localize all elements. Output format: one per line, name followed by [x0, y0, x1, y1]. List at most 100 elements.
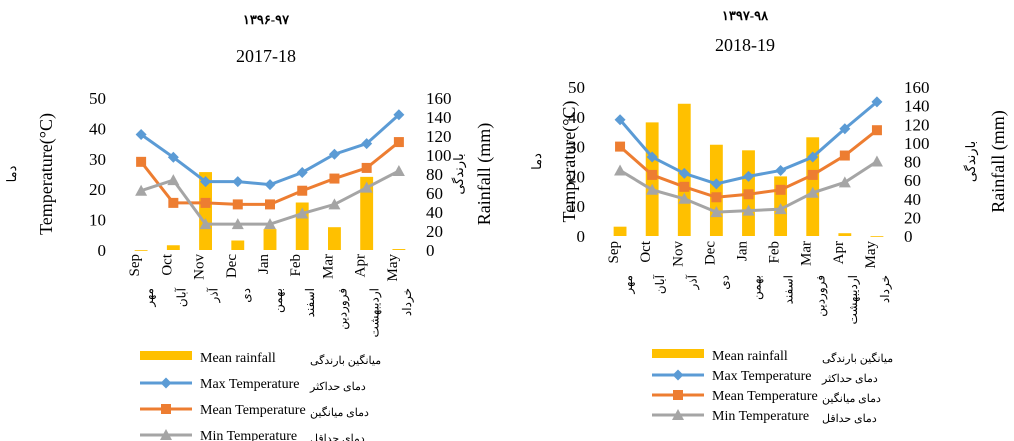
mean-temperature-point	[361, 162, 372, 173]
mean-temperature-point	[265, 199, 275, 210]
legend-label-persian: دمای حداقل	[822, 413, 877, 425]
x-tick-label-persian: اردیبهشت	[368, 288, 382, 337]
x-tick-label-persian: آذر	[684, 274, 699, 290]
x-tick-label: Oct	[638, 240, 654, 262]
legend-label: Min Temperature	[200, 429, 297, 441]
mean-temperature-point	[168, 197, 179, 208]
chart-title: 2017-18	[236, 46, 296, 66]
min-temperature-point	[167, 174, 180, 186]
y-right-tick-label: 80	[904, 153, 921, 172]
x-tick-label-en: Nov	[192, 254, 208, 280]
y-left-label-persian: دما	[4, 165, 19, 182]
legend-label-persian: دمای حداکثر	[309, 381, 366, 393]
y-right-label: Rainfall (mm)	[474, 123, 495, 225]
y-left-tick-label: 40	[568, 108, 585, 127]
legend-min-marker	[672, 409, 684, 420]
y-right-tick-label: 160	[426, 89, 452, 108]
min-temperature-point	[135, 184, 148, 196]
max-temperature-point	[200, 176, 212, 188]
legend-label-persian: میانگین بارندگی	[310, 354, 381, 367]
x-tick-label: Mar	[799, 241, 815, 266]
x-tick-label-persian: فروردین	[335, 288, 349, 330]
x-tick-label-persian: خرداد	[400, 288, 414, 316]
y-left-tick-label: 30	[89, 150, 106, 169]
y-left-label-persian: دما	[529, 153, 544, 170]
x-tick-label-en: Apr	[353, 254, 369, 277]
y-right-tick-label: 140	[426, 108, 452, 127]
y-left-tick-label: 50	[568, 78, 585, 97]
min-temperature-point	[614, 164, 627, 176]
x-tick-label: Sep	[606, 241, 622, 264]
rainfall-bar	[870, 236, 884, 237]
rainfall-bar	[838, 233, 852, 236]
legend-label-persian: دمای حداکثر	[821, 373, 878, 385]
rainfall-bar	[199, 172, 212, 250]
x-tick-label-persian: بهمن	[750, 275, 764, 300]
x-tick-label: Jan	[256, 254, 272, 274]
legend-rainfall-swatch	[140, 351, 192, 360]
legend-label: Mean Temperature	[200, 403, 306, 418]
y-left-label: Temperature(°C)	[36, 113, 57, 235]
max-temperature-point	[775, 164, 787, 176]
legend-label: Min Temperature	[712, 409, 809, 424]
max-temperature-point	[807, 151, 819, 163]
x-tick-label-persian: آبان	[173, 287, 188, 307]
x-tick-label-en: Mar	[320, 254, 336, 279]
x-tick-label-persian: دی	[717, 275, 731, 290]
min-temperature-point	[328, 198, 341, 210]
y-left-tick-label: 10	[89, 211, 106, 230]
min-temperature-point	[646, 183, 659, 195]
x-tick-label: Apr	[831, 241, 847, 264]
legend-label-persian: دمای حداقل	[310, 433, 365, 441]
min-temperature-point	[742, 204, 755, 216]
max-temperature-point	[710, 178, 722, 190]
legend-label: Mean Temperature	[712, 389, 818, 404]
rainfall-bar	[613, 226, 627, 236]
min-temperature-point	[870, 155, 883, 167]
min-temperature-point	[199, 218, 212, 230]
y-right-tick-label: 0	[904, 227, 913, 246]
x-tick-label-fa-wrap: اسفند	[303, 288, 317, 317]
max-temperature-point	[296, 166, 308, 178]
y-right-label-persian: بارندگی	[963, 141, 979, 182]
x-tick-label-fa-wrap: اسفند	[782, 275, 796, 304]
rainfall-bar	[360, 176, 374, 250]
max-temperature-line	[140, 113, 400, 187]
y-right-tick-label: 160	[904, 78, 930, 97]
x-tick-label-persian: مهر	[142, 288, 156, 308]
legend-mean-marker	[673, 390, 683, 400]
chart-1: ۱۳۹۶-۹۷2017-1801020304050020406080100120…	[4, 12, 495, 441]
y-left-tick-label: 20	[568, 167, 585, 186]
legend-label-persian: دمای میانگین	[822, 392, 881, 405]
x-tick-label-fa-wrap: فروردین	[814, 275, 828, 317]
x-tick-label-fa-wrap: مهر	[142, 288, 156, 308]
max-temperature-point	[614, 114, 626, 126]
mean-temperature-point	[297, 185, 308, 196]
mean-temperature-point	[329, 173, 340, 184]
min-temperature-point	[774, 203, 787, 215]
y-left-tick-label: 0	[577, 227, 586, 246]
max-temperature-point	[743, 170, 754, 182]
mean-temperature-point	[615, 141, 626, 152]
mean-temperature-point	[711, 192, 722, 203]
mean-temperature-point	[232, 199, 243, 210]
x-tick-label: Jan	[735, 241, 751, 261]
x-tick-label: May	[385, 254, 401, 282]
y-right-tick-label: 100	[426, 146, 452, 165]
max-temperature-point	[871, 96, 883, 108]
mean-temperature-point	[679, 181, 690, 192]
x-tick-label-en: Jan	[735, 241, 751, 261]
x-tick-label-en: Sep	[606, 241, 622, 264]
legend-min-marker	[160, 429, 172, 440]
y-left-label: Temperature(°C)	[559, 101, 580, 223]
rainfall-bar	[166, 245, 180, 250]
x-tick-label-en: Apr	[831, 241, 847, 264]
x-tick-label-en: Nov	[670, 241, 686, 267]
y-left-tick-label: 20	[89, 180, 106, 199]
x-tick-label-fa-wrap: آذر	[206, 287, 221, 303]
x-tick-label-en: Oct	[159, 253, 175, 275]
x-tick-label-fa-wrap: دی	[239, 288, 253, 303]
x-tick-label-fa-wrap: دی	[717, 275, 731, 290]
max-temperature-point	[232, 176, 244, 188]
